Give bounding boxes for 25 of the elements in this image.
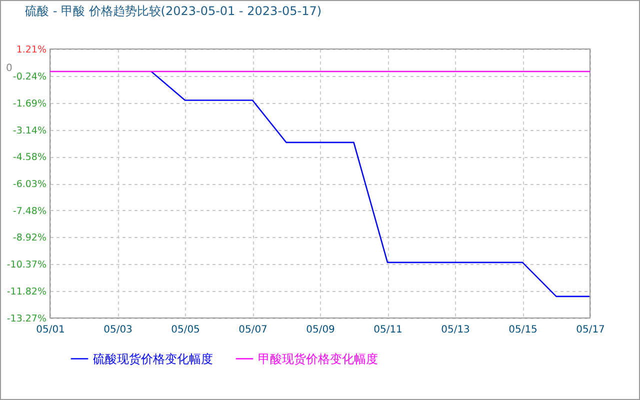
x-tick-label: 05/09	[306, 324, 335, 336]
y-tick-label: -0.24%	[12, 71, 46, 82]
text: 0	[6, 63, 12, 74]
y-tick-label: -7.48%	[12, 206, 46, 217]
legend-label: 甲酸现货价格变化幅度	[258, 352, 378, 366]
x-tick-label: 05/07	[238, 324, 268, 336]
x-tick-label: 05/03	[104, 324, 132, 336]
y-tick-label: -3.14%	[12, 125, 46, 136]
y-tick-label: -13.27%	[6, 314, 46, 324]
x-tick-label: 05/11	[374, 324, 402, 336]
y-tick-label: -10.37%	[6, 260, 46, 271]
y-tick-label: -6.03%	[12, 179, 46, 190]
y-tick-label: -4.58%	[12, 152, 46, 164]
y-tick-label: 1.21%	[16, 44, 46, 56]
x-tick-label: 05/13	[441, 324, 470, 336]
x-tick-label: 05/17	[576, 324, 605, 336]
y-tick-label: -8.92%	[12, 232, 46, 244]
legend-label: 硫酸现货价格变化幅度	[93, 352, 213, 366]
chart-title: 硫酸 - 甲酸 价格趋势比较(2023-05-01 - 2023-05-17)	[25, 4, 322, 18]
x-tick-label: 05/01	[36, 324, 65, 336]
x-tick-label: 05/05	[171, 324, 200, 336]
x-tick-label: 05/15	[508, 324, 538, 336]
y-tick-label: -11.82%	[6, 286, 46, 298]
y-tick-label: -1.69%	[12, 98, 46, 110]
line-series	[150, 70, 590, 298]
